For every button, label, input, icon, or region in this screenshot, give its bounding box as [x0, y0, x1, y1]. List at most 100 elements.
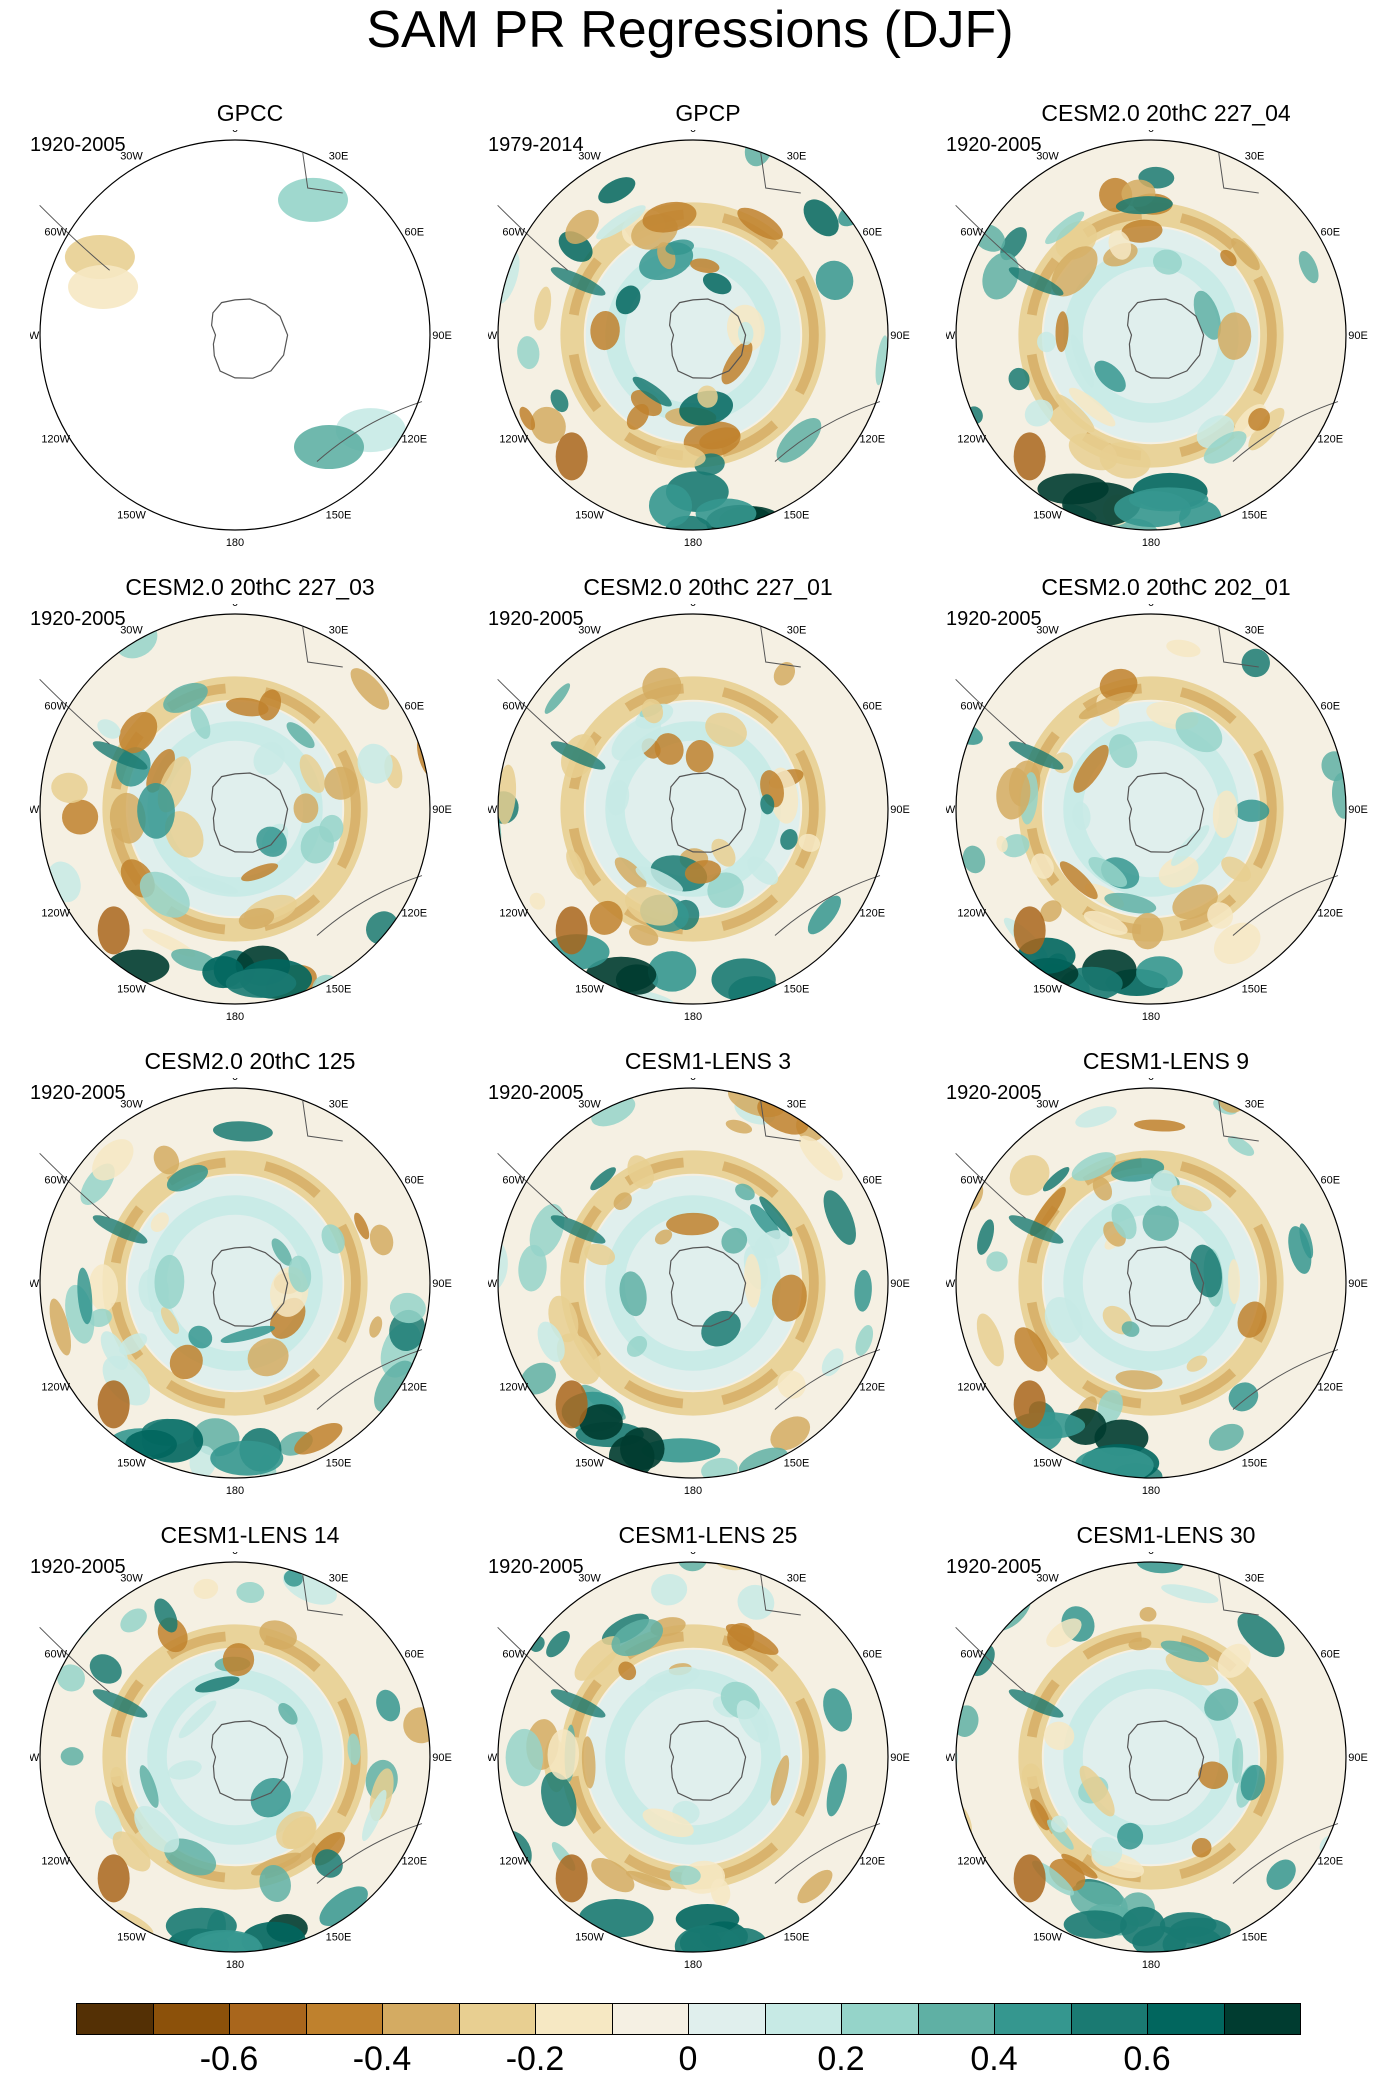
south-america-coastline: [955, 678, 1026, 745]
longitude-label: 150W: [1033, 1457, 1062, 1469]
longitude-label: 30E: [1245, 151, 1265, 163]
longitude-label: 150W: [575, 983, 604, 995]
map-content: [955, 139, 1347, 531]
longitude-label: 60W: [960, 1649, 983, 1661]
colorbar-tick-label: 0.2: [817, 2040, 865, 2078]
antarctica-coastline: [1126, 298, 1205, 379]
south-america-coastline: [955, 1152, 1026, 1219]
longitude-label: 120E: [1317, 434, 1343, 446]
longitude-label: 120W: [41, 1382, 70, 1394]
map-boundary: [955, 613, 1347, 1005]
panel-period: 1920-2005: [946, 1082, 1042, 1104]
australia-coastline: [1232, 875, 1339, 936]
australia-coastline: [1232, 1823, 1339, 1884]
panel-title: GPCC: [216, 100, 284, 126]
panel-period: 1920-2005: [488, 1556, 584, 1578]
map-boundary: [497, 1087, 889, 1479]
map-panel: GPCP 1979-2014 0 30E 60E 90E 120E 150E 180 150W 12…: [488, 100, 928, 570]
colorbar-swatch: [305, 2003, 383, 2035]
colorbar-tick-label: -0.2: [505, 2040, 565, 2078]
polar-map: 0 30E 60E 90E 120E 150E 180 150W 120W 90W 60W 30W: [488, 130, 910, 549]
polar-map: 0 30E 60E 90E 120E 150E 180 150W 120W 90W 60W 30W: [946, 1078, 1368, 1497]
longitude-label: 150W: [117, 509, 146, 521]
longitude-label: 180: [684, 537, 702, 549]
panel-period: 1920-2005: [946, 134, 1042, 156]
longitude-label: 150E: [1242, 1457, 1268, 1469]
antarctica-coastline: [1126, 772, 1205, 853]
panel-period: 1920-2005: [946, 1556, 1042, 1578]
australia-coastline: [1232, 401, 1339, 462]
longitude-label: 150E: [784, 1931, 810, 1943]
longitude-label: 120E: [1317, 1856, 1343, 1868]
panel-title: CESM1-LENS 14: [160, 1522, 340, 1548]
longitude-label: 180: [226, 1485, 244, 1497]
longitude-label: 90W: [488, 330, 498, 342]
longitude-label: 120W: [957, 1856, 986, 1868]
colorbar-swatch: [841, 2003, 919, 2035]
australia-coastline: [774, 1823, 881, 1884]
colorbar-swatch: [152, 2003, 230, 2035]
longitude-label: 120W: [499, 1856, 528, 1868]
map-boundary: [497, 613, 889, 1005]
longitude-label: 90W: [30, 1278, 40, 1290]
longitude-label: 120W: [957, 434, 986, 446]
polar-map: 0 30E 60E 90E 120E 150E 180 150W 120W 90W 60W 30W: [30, 1552, 452, 1971]
australia-coastline: [316, 1823, 423, 1884]
panel-title: CESM1-LENS 25: [618, 1522, 798, 1548]
south-america-coastline: [39, 204, 110, 271]
map-content: [39, 1087, 431, 1479]
longitude-label: 30E: [1245, 625, 1265, 637]
longitude-label: 120E: [859, 908, 885, 920]
polar-map: 0 30E 60E 90E 120E 150E 180 150W 120W 90W 60W 30W: [488, 604, 910, 1023]
panel-title: CESM2.0 20thC 227_01: [583, 574, 833, 600]
longitude-label: 90W: [30, 330, 40, 342]
longitude-label: 180: [1142, 1485, 1160, 1497]
map-content: [955, 613, 1347, 1005]
longitude-label: 180: [226, 1959, 244, 1971]
south-america-coastline: [497, 1626, 568, 1693]
longitude-label: 0: [1148, 1078, 1154, 1083]
map-boundary: [955, 1561, 1347, 1953]
panel-period: 1920-2005: [946, 608, 1042, 630]
longitude-label: 120W: [41, 434, 70, 446]
longitude-label: 30W: [578, 1573, 601, 1585]
colorbar-swatch: [611, 2003, 689, 2035]
panel-period: 1920-2005: [488, 608, 584, 630]
longitude-label: 60W: [960, 227, 983, 239]
australia-coastline: [774, 401, 881, 462]
longitude-label: 150W: [117, 1931, 146, 1943]
longitude-label: 30W: [578, 625, 601, 637]
longitude-label: 120W: [41, 1856, 70, 1868]
antarctica-coastline: [210, 1720, 289, 1801]
colorbar-swatch: [994, 2003, 1072, 2035]
longitude-label: 180: [1142, 1959, 1160, 1971]
figure-title: SAM PR Regressions (DJF): [366, 1, 1014, 59]
colorbar-tick-label: -0.6: [199, 2040, 259, 2078]
africa-coastline: [1218, 626, 1259, 668]
map-boundary: [497, 139, 889, 531]
longitude-label: 0: [1148, 604, 1154, 609]
map-panel: CESM1-LENS 14 1920-2005 0 30E 60E 90E 120E 150E…: [30, 1522, 470, 1992]
longitude-label: 30W: [1036, 151, 1059, 163]
africa-coastline: [302, 1574, 343, 1616]
panel-title: CESM2.0 20thC 227_03: [125, 574, 375, 600]
longitude-label: 90W: [946, 330, 956, 342]
longitude-label: 150W: [1033, 983, 1062, 995]
africa-coastline: [1218, 1574, 1259, 1616]
longitude-label: 120W: [499, 434, 528, 446]
longitude-label: 30E: [1245, 1099, 1265, 1111]
antarctica-coastline: [668, 298, 747, 379]
south-america-coastline: [955, 204, 1026, 271]
antarctica-coastline: [668, 772, 747, 853]
south-america-coastline: [497, 678, 568, 745]
map-boundary: [497, 1561, 889, 1953]
longitude-label: 90E: [1348, 330, 1368, 342]
colorbar-tick-label: 0.6: [1123, 2040, 1171, 2078]
longitude-label: 30E: [329, 1573, 349, 1585]
panel-period: 1920-2005: [30, 134, 126, 156]
longitude-label: 60W: [44, 227, 67, 239]
antarctica-coastline: [668, 1720, 747, 1801]
panel-title: CESM2.0 20thC 227_04: [1041, 100, 1291, 126]
polar-map: 0 30E 60E 90E 120E 150E 180 150W 120W 90W 60W 30W: [488, 1078, 910, 1497]
longitude-label: 30W: [1036, 1573, 1059, 1585]
